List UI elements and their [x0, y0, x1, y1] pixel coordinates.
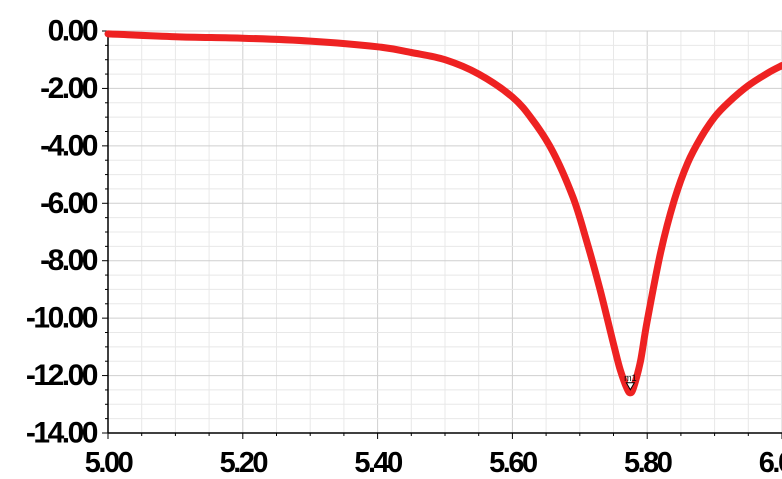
series-group: [104, 30, 782, 397]
y-tick-label: -8.00: [40, 244, 98, 277]
y-tick-label: -6.00: [40, 187, 98, 220]
marker-triangle: [625, 382, 636, 391]
axes: [102, 30, 782, 439]
markers-group: m1: [624, 373, 637, 391]
y-tick-label: -12.00: [26, 359, 98, 392]
y-tick-label: -2.00: [40, 72, 98, 105]
series-line: [104, 30, 782, 397]
y-tick-label: -10.00: [26, 302, 98, 335]
x-tick-label: 5.80: [624, 447, 672, 479]
x-tick-labels: 5.00 5.20 5.40 5.60 5.80 6.00: [85, 447, 782, 479]
x-tick-label: 5.40: [354, 447, 402, 479]
y-tick-label: -14.00: [26, 417, 98, 450]
y-tick-labels: 0.00 -2.00 -4.00 -6.00 -8.00 -10.00 -12.00 -14.…: [26, 15, 100, 450]
x-tick-label: 5.20: [220, 447, 268, 479]
x-tick-label: 6.00: [759, 447, 782, 479]
marker-label: m1: [624, 373, 637, 383]
y-tick-label: 0.00: [48, 15, 98, 48]
x-tick-label: 5.60: [489, 447, 537, 479]
x-tick-label: 5.00: [85, 447, 133, 479]
grid: [107, 30, 782, 434]
y-tick-label: -4.00: [40, 129, 98, 162]
